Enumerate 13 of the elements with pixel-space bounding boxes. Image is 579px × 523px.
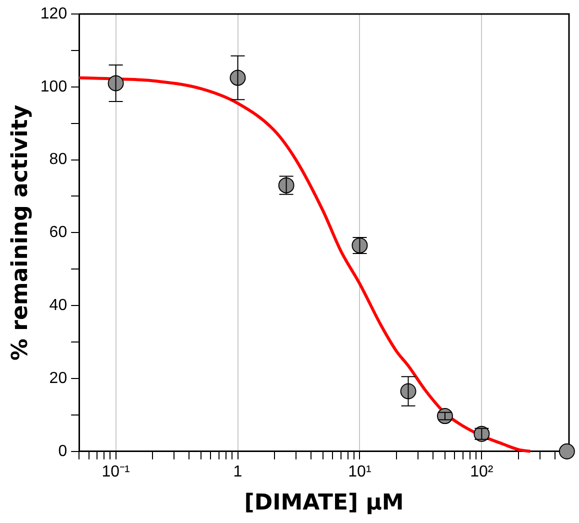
- x-tick-label: 10²: [470, 463, 494, 480]
- y-tick-label: 100: [40, 78, 68, 96]
- x-tick-label: 10⁻¹: [102, 463, 130, 480]
- x-axis-title: [DIMATE] μM: [244, 490, 404, 516]
- y-tick-label: 120: [40, 5, 68, 22]
- x-tick-label: 1: [233, 463, 242, 480]
- y-axis-title: % remaining activity: [8, 104, 33, 361]
- y-tick-label: 40: [49, 297, 68, 314]
- y-tick-label: 60: [49, 224, 68, 242]
- y-tick-label: 20: [49, 370, 68, 387]
- y-tick-label: 0: [58, 442, 68, 460]
- y-tick-label: 80: [49, 151, 68, 168]
- x-tick-label: 10¹: [348, 463, 372, 480]
